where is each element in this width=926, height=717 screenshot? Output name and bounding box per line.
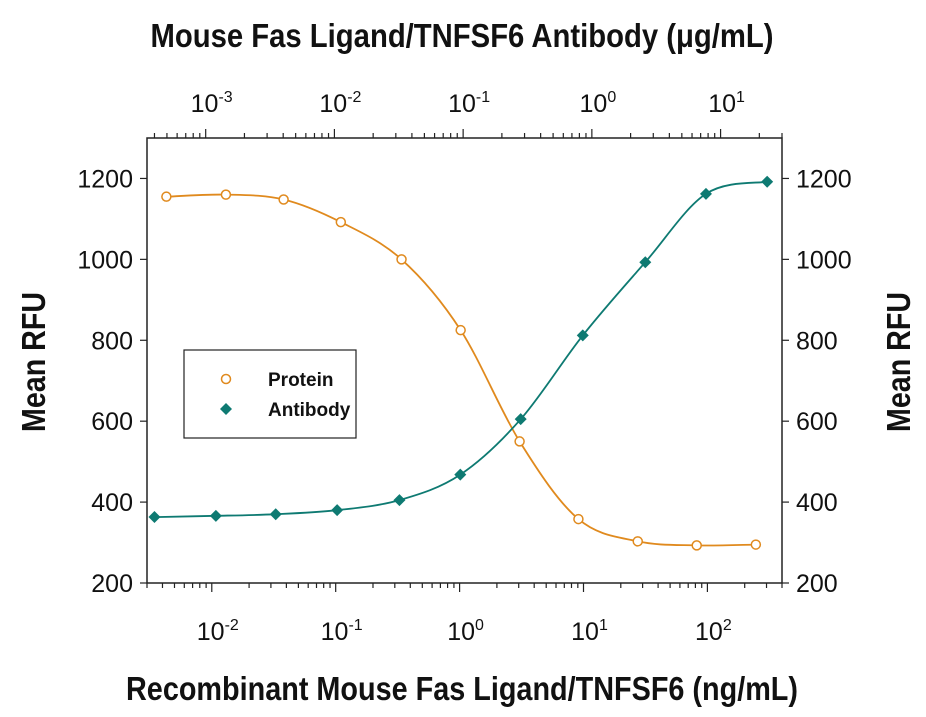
data-point-protein — [161, 191, 172, 202]
tick-labels: 200 200 400 400 600 600 800 800 1000 1000 1200 1200… — [77, 89, 851, 646]
data-point-antibody — [699, 187, 712, 200]
x-tick-label: 101 — [571, 617, 608, 646]
x-tick-label: 10-2 — [197, 617, 239, 646]
data-point-antibody — [454, 468, 467, 481]
data-point-protein — [514, 436, 525, 447]
y-axis-label-right: Mean RFU — [880, 292, 917, 432]
y-tick-label-left: 200 — [91, 570, 133, 598]
x2-tick-label: 100 — [580, 89, 617, 118]
data-point-antibody — [393, 494, 406, 507]
legend-label-antibody: Antibody — [268, 400, 351, 421]
data-point-antibody — [331, 504, 344, 517]
fit-curve-antibody — [154, 180, 768, 518]
data-point-protein — [691, 540, 702, 551]
chart-title: Mouse Fas Ligand/TNFSF6 Antibody (μg/mL) — [151, 17, 774, 54]
data-point-protein — [573, 513, 584, 525]
plot-frame — [146, 137, 783, 584]
x2-tick-label: 10-2 — [319, 89, 361, 118]
data-point-antibody — [209, 509, 222, 522]
y-tick-label-left: 1000 — [77, 246, 133, 274]
y-tick-label-left: 600 — [91, 408, 133, 436]
data-point-antibody — [639, 256, 652, 269]
y-tick-label-left: 400 — [91, 489, 133, 517]
data-point-antibody — [576, 329, 589, 342]
x-tick-label: 10-1 — [321, 617, 363, 646]
axis-ticks — [140, 129, 789, 592]
legend-marker-protein — [220, 373, 232, 385]
data-point-antibody — [761, 175, 774, 188]
y-tick-label-right: 400 — [796, 489, 838, 517]
data-point-antibody — [269, 508, 282, 521]
legend-marker-antibody — [220, 403, 232, 415]
x2-tick-label: 10-3 — [191, 89, 233, 118]
data-point-antibody — [148, 511, 161, 524]
x2-tick-label: 101 — [708, 89, 745, 118]
legend: Protein Antibody — [183, 349, 357, 439]
data-points — [148, 175, 774, 551]
x-tick-label: 100 — [447, 617, 484, 646]
y-axis-label-left: Mean RFU — [15, 292, 52, 432]
x2-tick-label: 10-1 — [448, 89, 490, 118]
data-point-protein — [220, 189, 232, 200]
y-tick-label-right: 800 — [796, 327, 838, 355]
y-tick-label-right: 1000 — [796, 246, 852, 274]
data-point-protein — [632, 536, 643, 547]
y-tick-label-right: 200 — [796, 570, 838, 598]
y-tick-label-right: 600 — [796, 408, 838, 436]
data-point-protein — [335, 216, 347, 228]
data-point-antibody — [514, 413, 527, 426]
y-tick-label-left: 800 — [91, 327, 133, 355]
data-point-protein — [278, 194, 289, 205]
data-point-protein — [750, 539, 762, 550]
data-point-protein — [455, 324, 466, 336]
x-axis-label: Recombinant Mouse Fas Ligand/TNFSF6 (ng/… — [126, 670, 798, 707]
x-tick-label: 102 — [695, 617, 732, 646]
data-point-protein — [396, 254, 407, 265]
y-tick-label-left: 1200 — [77, 165, 133, 193]
y-tick-label-right: 1200 — [796, 165, 852, 193]
legend-box — [183, 349, 357, 439]
legend-label-protein: Protein — [268, 370, 333, 391]
